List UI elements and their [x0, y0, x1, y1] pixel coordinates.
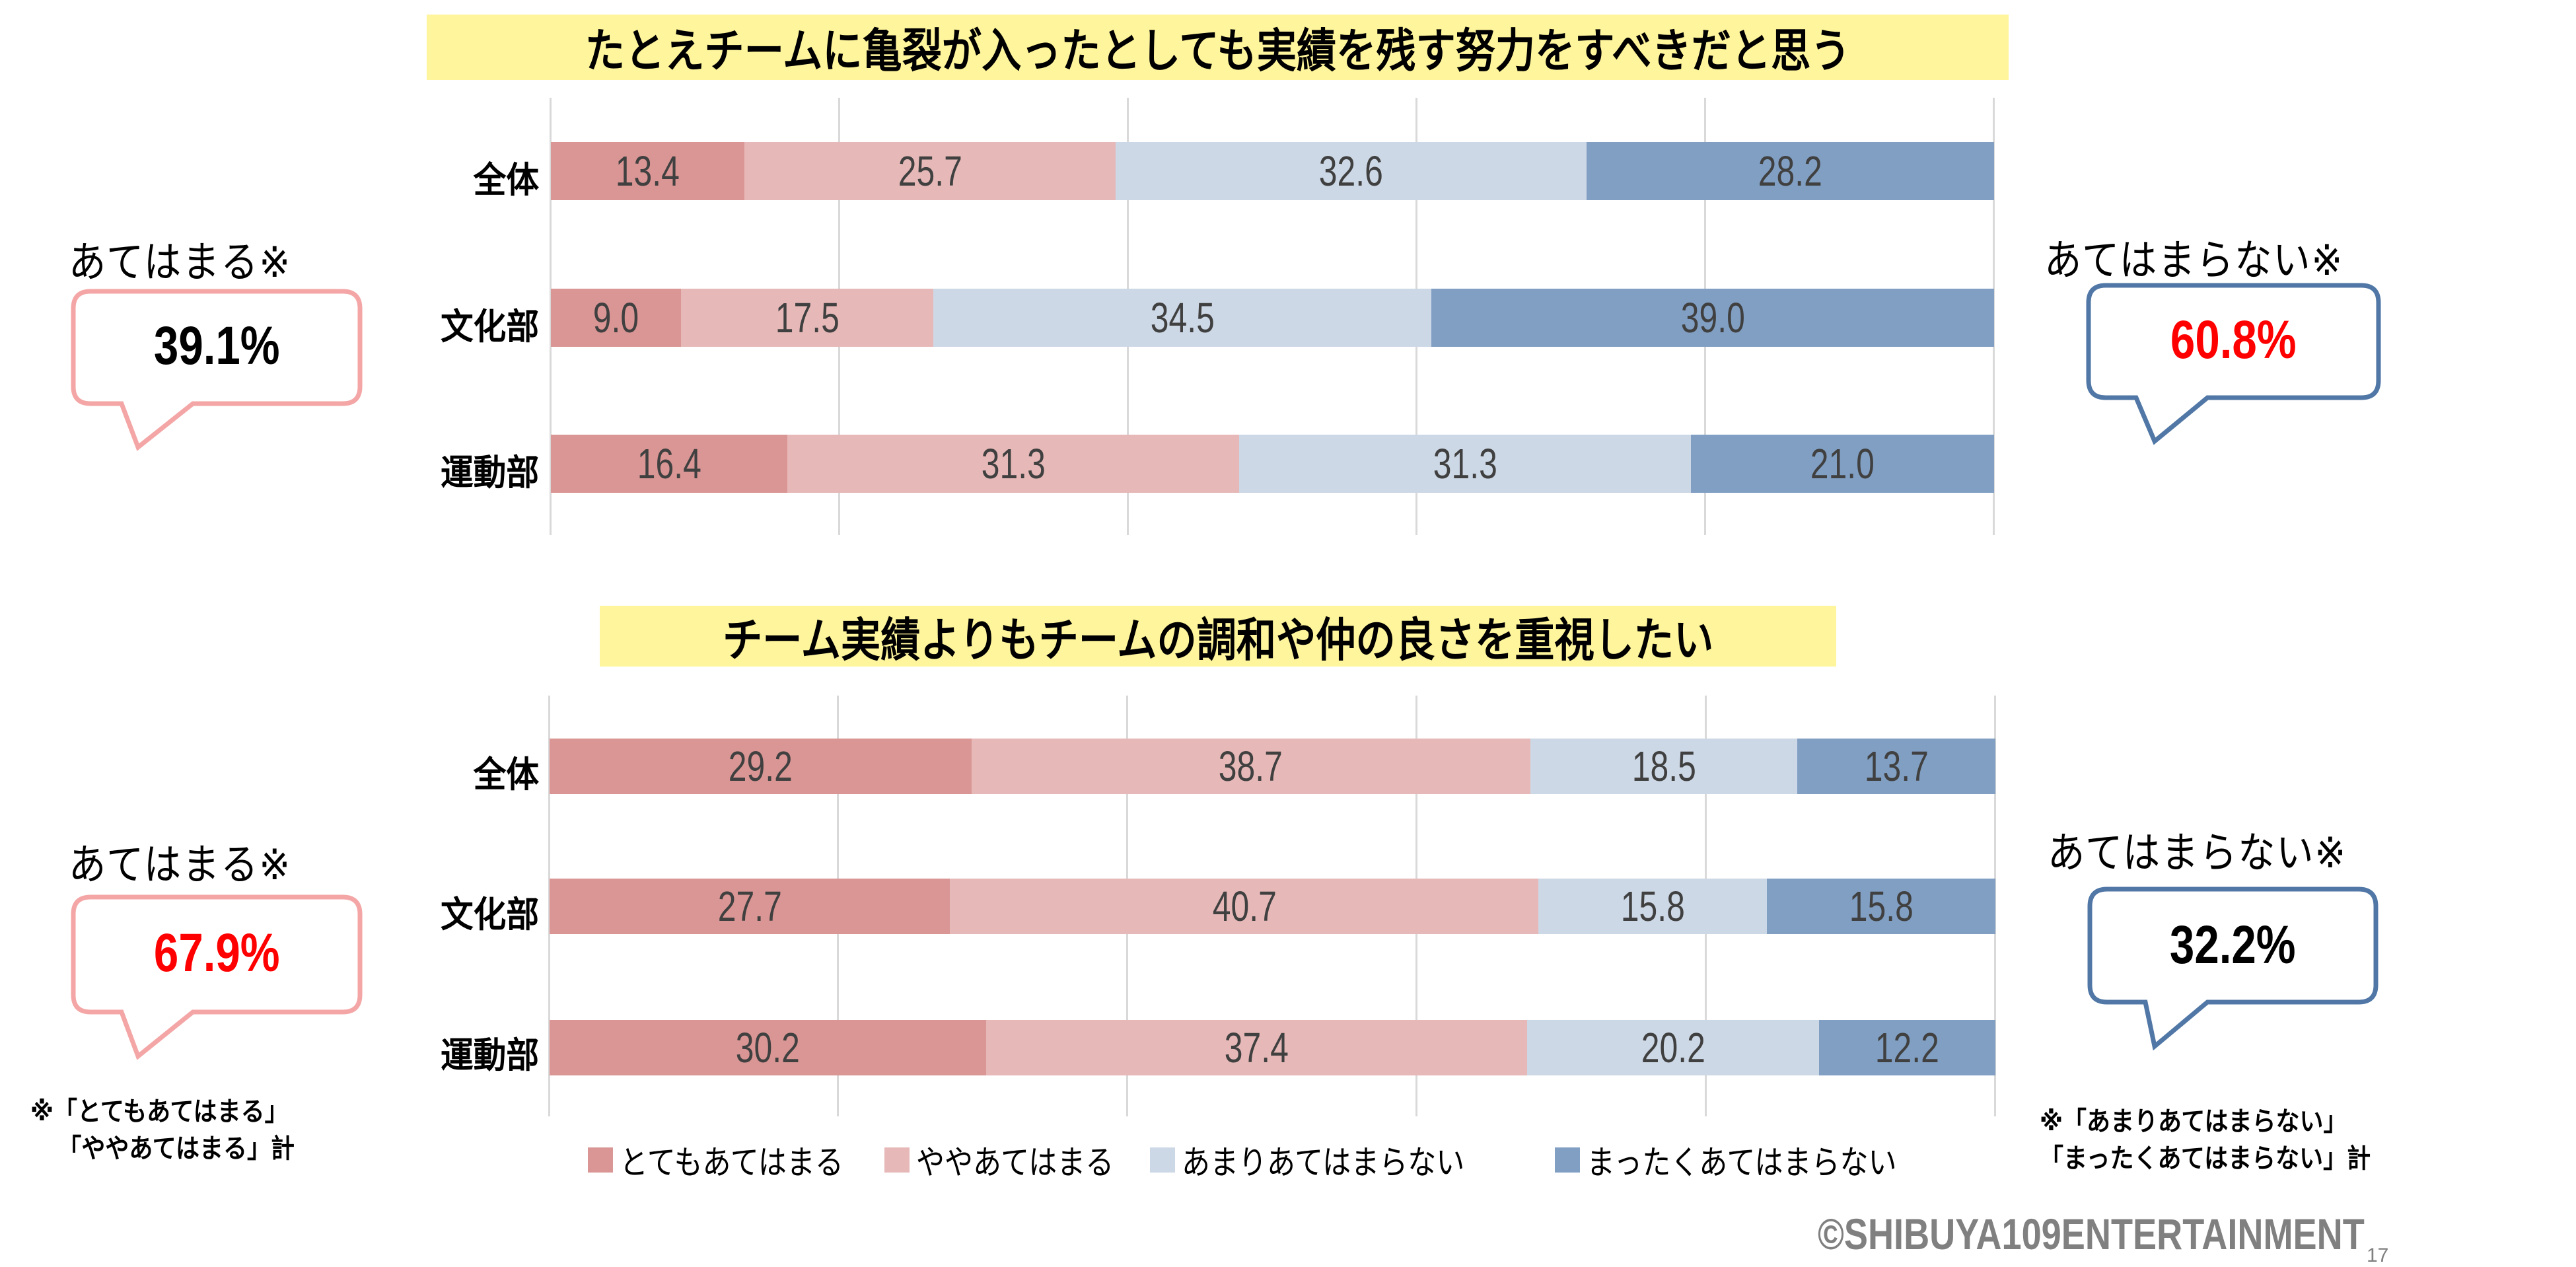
chart2-agree-label: あてはまる※: [69, 841, 292, 890]
legend-swatch-icon: [1555, 1147, 1580, 1173]
segment-not-at-all: 39.0: [1431, 289, 1994, 347]
data-label: 27.7: [717, 883, 782, 930]
chart1-gridline-0: [550, 98, 552, 535]
legend-item-not-really: あまりあてはまらない: [1150, 1136, 1555, 1184]
data-label: 29.2: [728, 742, 793, 790]
segment-very-true: 27.7: [550, 879, 950, 934]
chart1-title: たとえチームに亀裂が入ったとしても実績を残す努力をすべきだと思う: [427, 15, 2009, 80]
segment-not-really: 31.3: [1239, 435, 1692, 493]
segment-not-at-all: 28.2: [1587, 142, 1994, 200]
chart1-bar-row: 9.0 17.5 34.5 39.0: [551, 289, 1994, 347]
data-label: 37.4: [1224, 1024, 1289, 1071]
data-label: 31.3: [1433, 440, 1497, 488]
legend-swatch-icon: [884, 1147, 910, 1173]
data-label: 28.2: [1758, 147, 1823, 195]
segment-somewhat-true: 38.7: [971, 739, 1530, 794]
segment-not-really: 18.5: [1530, 739, 1798, 794]
speech-bubble-icon: [71, 289, 363, 451]
legend-item-somewhat-true: ややあてはまる: [884, 1136, 1150, 1184]
segment-very-true: 16.4: [551, 435, 788, 493]
footnote-disagree-definition: ※「あまりあてはまらない」 「まったくあてはまらない」計: [2040, 1106, 2371, 1174]
chart2-bar-row: 29.2 38.7 18.5 13.7: [550, 739, 1995, 794]
legend-item-very-true: とてもあてはまる: [588, 1136, 884, 1184]
chart1-disagree-value: 60.8%: [2170, 310, 2297, 370]
copyright-text: ©SHIBUYA109ENTERTAINMENT: [1818, 1210, 2365, 1258]
chart-legend: とてもあてはまる ややあてはまる あまりあてはまらない まったくあてはまらない: [588, 1143, 1947, 1182]
segment-very-true: 9.0: [551, 289, 681, 347]
segment-not-at-all: 21.0: [1691, 435, 1994, 493]
data-label: 31.3: [981, 440, 1046, 488]
segment-not-really: 15.8: [1538, 879, 1768, 934]
chart2-category-label: 全体: [473, 754, 539, 795]
chart2-gridline-0: [548, 696, 550, 1116]
chart1-category-label: 全体: [473, 159, 539, 201]
data-label: 32.6: [1319, 147, 1384, 195]
segment-not-at-all: 15.8: [1767, 879, 1995, 934]
speech-bubble-icon: [2087, 887, 2379, 1051]
data-label: 21.0: [1810, 440, 1875, 488]
chart2-agree-callout: 67.9%: [71, 894, 363, 1060]
data-label: 13.7: [1864, 742, 1929, 790]
segment-somewhat-true: 31.3: [787, 435, 1240, 493]
segment-not-really: 32.6: [1116, 142, 1587, 200]
data-label: 17.5: [775, 294, 840, 342]
chart2-title: チーム実績よりもチームの調和や仲の良さを重視したい: [600, 606, 1836, 667]
chart2-disagree-value: 32.2%: [2170, 915, 2296, 975]
segment-somewhat-true: 17.5: [680, 289, 934, 347]
chart1-disagree-callout: 60.8%: [2086, 283, 2381, 445]
chart2-bar-row: 30.2 37.4 20.2 12.2: [550, 1020, 1995, 1075]
chart2-title-text: チーム実績よりもチームの調和や仲の良さを重視したい: [722, 612, 1714, 667]
chart1-title-text: たとえチームに亀裂が入ったとしても実績を残す努力をすべきだと思う: [585, 24, 1851, 78]
data-label: 30.2: [735, 1024, 801, 1071]
data-label: 16.4: [637, 440, 701, 488]
data-label: 12.2: [1875, 1024, 1940, 1071]
segment-not-at-all: 13.7: [1797, 739, 1995, 794]
chart1-category-label: 運動部: [440, 452, 539, 493]
chart2-category-label: 運動部: [440, 1034, 539, 1076]
segment-somewhat-true: 25.7: [744, 142, 1116, 200]
data-label: 15.8: [1849, 883, 1914, 930]
segment-somewhat-true: 37.4: [986, 1020, 1527, 1075]
speech-bubble-icon: [71, 894, 363, 1060]
legend-swatch-icon: [588, 1147, 613, 1173]
chart2-disagree-label: あてはまらない※: [2048, 829, 2347, 878]
data-label: 9.0: [592, 294, 639, 342]
chart2-disagree-callout: 32.2%: [2087, 887, 2379, 1051]
segment-somewhat-true: 40.7: [950, 879, 1539, 934]
segment-very-true: 30.2: [550, 1020, 987, 1075]
legend-item-not-at-all: まったくあてはまらない: [1555, 1136, 1947, 1184]
chart1-bar-row: 13.4 25.7 32.6 28.2: [551, 142, 1994, 200]
chart1-disagree-label: あてはまらない※: [2044, 236, 2344, 285]
page-number: 17: [2367, 1245, 2389, 1266]
speech-bubble-icon: [2086, 283, 2381, 445]
data-label: 13.4: [615, 147, 680, 195]
data-label: 39.0: [1680, 294, 1745, 342]
segment-very-true: 13.4: [551, 142, 745, 200]
chart2-category-label: 文化部: [440, 894, 539, 935]
data-label: 18.5: [1631, 742, 1696, 790]
chart1-bar-row: 16.4 31.3 31.3 21.0: [551, 435, 1994, 493]
chart1-category-label: 文化部: [440, 306, 539, 347]
segment-not-really: 34.5: [933, 289, 1431, 347]
data-label: 38.7: [1219, 742, 1283, 790]
data-label: 20.2: [1641, 1024, 1705, 1071]
chart1-agree-value: 39.1%: [153, 316, 280, 376]
segment-not-at-all: 12.2: [1818, 1020, 1995, 1075]
chart1-agree-label: あてはまる※: [69, 238, 292, 287]
data-label: 25.7: [898, 147, 962, 195]
data-label: 15.8: [1620, 883, 1685, 930]
data-label: 40.7: [1212, 883, 1277, 930]
legend-swatch-icon: [1150, 1147, 1175, 1173]
chart1-agree-callout: 39.1%: [71, 289, 363, 451]
segment-not-really: 20.2: [1526, 1020, 1819, 1075]
chart2-agree-value: 67.9%: [153, 923, 280, 983]
data-label: 34.5: [1150, 294, 1215, 342]
chart2-bar-row: 27.7 40.7 15.8 15.8: [550, 879, 1995, 934]
segment-very-true: 29.2: [550, 739, 972, 794]
footnote-agree-definition: ※「とてもあてはまる」 「ややあてはまる」計: [30, 1097, 295, 1164]
